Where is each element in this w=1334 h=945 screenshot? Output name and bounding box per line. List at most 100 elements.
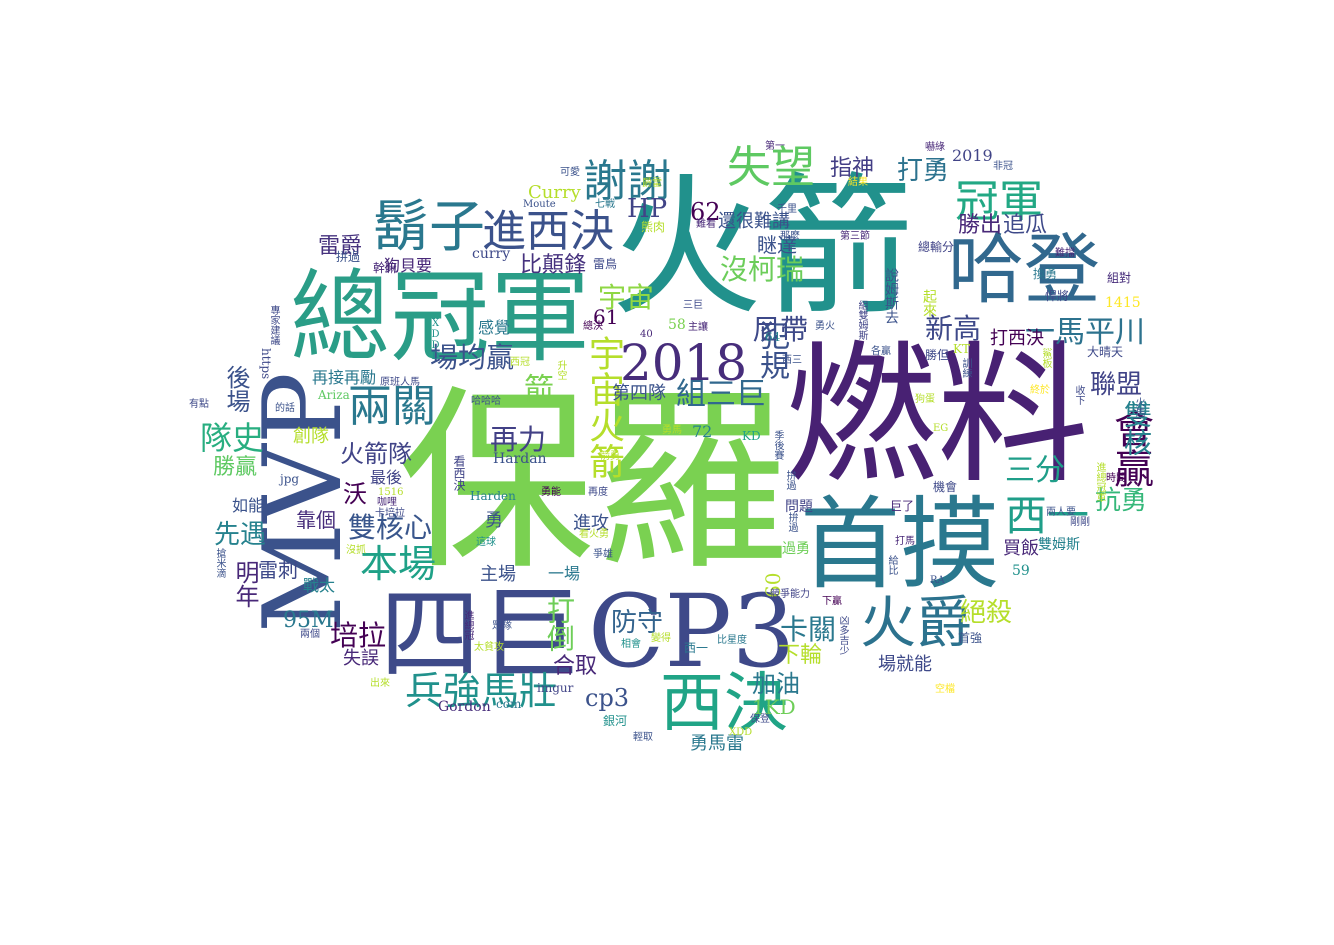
word: 場就能 bbox=[878, 654, 932, 675]
word: 買飯 bbox=[1003, 538, 1039, 559]
word: 62 bbox=[690, 198, 721, 226]
word: 首強 bbox=[958, 631, 983, 645]
word: 勇馬雷 bbox=[690, 733, 744, 754]
word: 雷刺 bbox=[258, 558, 298, 582]
word: 保羅 bbox=[398, 369, 791, 597]
word: 熊肉 bbox=[641, 220, 666, 234]
word: 各贏 bbox=[871, 346, 891, 357]
word: 爭雄 bbox=[593, 549, 613, 560]
word: 59 bbox=[1012, 563, 1030, 579]
word: 季後賽 bbox=[772, 430, 783, 460]
word: 結果 bbox=[848, 177, 868, 188]
word: 那麼 bbox=[780, 231, 800, 242]
word: 明年 bbox=[231, 560, 259, 608]
word: 比顛鋒 bbox=[520, 253, 587, 278]
word: 總輸分 bbox=[918, 240, 955, 254]
word: 後場 bbox=[222, 365, 250, 413]
word: 鯊板 bbox=[1040, 348, 1051, 368]
word: 第三節 bbox=[840, 231, 870, 242]
word: 失誤 bbox=[343, 648, 379, 669]
word: 72 bbox=[692, 422, 713, 441]
word: 咖哩 bbox=[377, 497, 397, 508]
word: 雷爵 bbox=[318, 234, 363, 259]
word: Gordon bbox=[438, 699, 491, 715]
word: 犯規 bbox=[754, 320, 789, 380]
word: 勝但 bbox=[925, 348, 950, 362]
word: 可愛 bbox=[560, 167, 580, 178]
word: 指神 bbox=[830, 156, 875, 181]
word: 太貧攻 bbox=[474, 642, 504, 653]
word: 狗蛋 bbox=[915, 394, 935, 405]
word: 加油 bbox=[752, 670, 800, 698]
word: 防守 bbox=[611, 608, 664, 638]
word: 勇能 bbox=[541, 487, 561, 498]
word: 競爭能力 bbox=[770, 589, 810, 600]
word: 爵雷 bbox=[642, 178, 662, 189]
word: XDD bbox=[729, 727, 753, 738]
word: 組三巨 bbox=[676, 377, 766, 412]
word: 銀河 bbox=[603, 714, 628, 728]
word: 出來 bbox=[370, 678, 390, 689]
word: 打馬 bbox=[895, 536, 915, 547]
word: 三巨 bbox=[683, 300, 703, 311]
word: 燃料 bbox=[785, 327, 1089, 504]
word: 哈登 bbox=[948, 225, 1100, 314]
word: curry bbox=[472, 246, 511, 262]
word: 培拉 bbox=[330, 619, 387, 652]
word: 幹嘛 bbox=[373, 261, 398, 275]
word: 創隊 bbox=[293, 426, 329, 447]
word: 宇宙 bbox=[598, 281, 655, 314]
word: 兩關 bbox=[348, 381, 436, 432]
word: 主場 bbox=[480, 564, 516, 585]
word: 雙姆斯 bbox=[1038, 537, 1080, 553]
word: 雙核 bbox=[1120, 400, 1153, 456]
word: 拚過 bbox=[786, 512, 797, 532]
word: Moute bbox=[523, 199, 556, 210]
word: 收下 bbox=[1073, 385, 1084, 405]
word: 再接再勵 bbox=[312, 368, 377, 387]
word: Hardan bbox=[493, 451, 547, 467]
word: 新高 bbox=[925, 312, 982, 345]
word: 打勇 bbox=[897, 156, 950, 186]
word: 主讓 bbox=[688, 322, 708, 333]
word: 箭 bbox=[518, 373, 553, 403]
word: 狗貝要 bbox=[384, 256, 433, 275]
word: 訓練 bbox=[960, 358, 971, 378]
word: 火箭 bbox=[610, 159, 914, 336]
word: 雙核心 bbox=[348, 511, 433, 544]
word: 58 bbox=[668, 317, 686, 333]
word: 冠軍 bbox=[955, 176, 1043, 227]
word: 卡關 bbox=[780, 613, 837, 646]
word: 非冠 bbox=[993, 161, 1013, 172]
word: 瞇達 bbox=[757, 233, 797, 257]
word: 追瓜 bbox=[1003, 213, 1048, 238]
word: 40 bbox=[640, 329, 653, 340]
word: 沒抓 bbox=[346, 545, 366, 556]
word: 兩人要 bbox=[1046, 507, 1076, 518]
word: 1516 bbox=[378, 487, 404, 498]
word: 聯盟 bbox=[1090, 370, 1143, 400]
word: 64 bbox=[765, 330, 781, 344]
word: 箭勇 bbox=[600, 451, 620, 462]
word: 本場 bbox=[360, 542, 437, 586]
word: 組雙姆斯 bbox=[856, 300, 867, 340]
word: 卡培拉 bbox=[375, 508, 405, 519]
word: 換勇 bbox=[1033, 267, 1058, 281]
word: 勝出 bbox=[958, 213, 1003, 238]
word: 三分 bbox=[1005, 453, 1065, 488]
word: 起來 bbox=[921, 289, 937, 317]
word: 61 bbox=[593, 305, 619, 329]
word: 勇馬 bbox=[662, 425, 682, 436]
word: 1415 bbox=[1105, 295, 1141, 311]
word: 凶多吉少 bbox=[837, 615, 848, 655]
word: 看火勇 bbox=[579, 529, 609, 540]
word: 會贏 bbox=[1107, 408, 1153, 488]
word: 機會 bbox=[933, 480, 958, 494]
word: 第四隊 bbox=[612, 383, 666, 404]
word: 沃 bbox=[343, 480, 367, 508]
word: 下贏 bbox=[822, 596, 842, 607]
word: 勝贏 bbox=[213, 455, 258, 480]
word: 感覺 bbox=[478, 318, 511, 337]
word: 組對 bbox=[1107, 271, 1132, 285]
